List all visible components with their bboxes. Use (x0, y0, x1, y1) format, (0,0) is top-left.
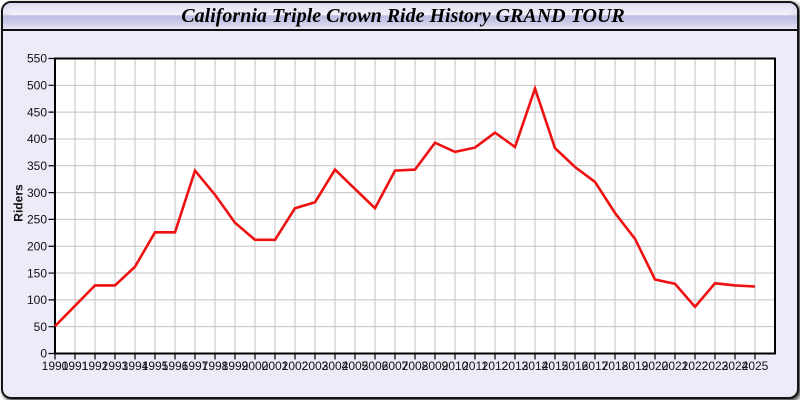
svg-text:2017: 2017 (582, 359, 609, 373)
svg-text:2002: 2002 (282, 359, 309, 373)
svg-text:1990: 1990 (42, 359, 69, 373)
svg-text:2016: 2016 (562, 359, 589, 373)
svg-text:2018: 2018 (602, 359, 629, 373)
svg-text:2024: 2024 (722, 359, 749, 373)
svg-text:1999: 1999 (222, 359, 249, 373)
svg-text:2010: 2010 (442, 359, 469, 373)
svg-text:1993: 1993 (102, 359, 129, 373)
svg-text:2001: 2001 (262, 359, 289, 373)
svg-text:1994: 1994 (122, 359, 149, 373)
svg-text:2012: 2012 (482, 359, 509, 373)
svg-text:Riders: Riders (12, 184, 26, 222)
svg-text:300: 300 (27, 186, 47, 200)
svg-text:2007: 2007 (382, 359, 409, 373)
svg-text:1992: 1992 (82, 359, 109, 373)
svg-text:2005: 2005 (342, 359, 369, 373)
svg-text:400: 400 (27, 132, 47, 146)
svg-text:2021: 2021 (662, 359, 689, 373)
svg-text:550: 550 (27, 52, 47, 66)
svg-text:2000: 2000 (242, 359, 269, 373)
svg-text:2004: 2004 (322, 359, 349, 373)
svg-text:2011: 2011 (462, 359, 488, 373)
svg-text:2022: 2022 (682, 359, 709, 373)
svg-text:1996: 1996 (162, 359, 189, 373)
svg-text:50: 50 (34, 320, 48, 334)
svg-text:2006: 2006 (362, 359, 389, 373)
svg-text:1991: 1991 (62, 359, 89, 373)
svg-text:2020: 2020 (642, 359, 669, 373)
svg-text:2014: 2014 (522, 359, 549, 373)
svg-text:200: 200 (27, 239, 47, 253)
svg-text:150: 150 (27, 266, 47, 280)
svg-text:2015: 2015 (542, 359, 569, 373)
svg-text:2009: 2009 (422, 359, 449, 373)
svg-text:1995: 1995 (142, 359, 169, 373)
svg-text:2023: 2023 (702, 359, 729, 373)
svg-text:1997: 1997 (182, 359, 209, 373)
svg-text:2019: 2019 (622, 359, 649, 373)
svg-text:250: 250 (27, 213, 47, 227)
svg-text:2008: 2008 (402, 359, 429, 373)
svg-text:450: 450 (27, 105, 47, 119)
svg-text:100: 100 (27, 293, 47, 307)
svg-text:350: 350 (27, 159, 47, 173)
svg-text:500: 500 (27, 79, 47, 93)
svg-text:2025: 2025 (742, 359, 769, 373)
svg-text:2013: 2013 (502, 359, 529, 373)
svg-text:1998: 1998 (202, 359, 229, 373)
svg-text:2003: 2003 (302, 359, 329, 373)
svg-text:0: 0 (40, 347, 47, 361)
